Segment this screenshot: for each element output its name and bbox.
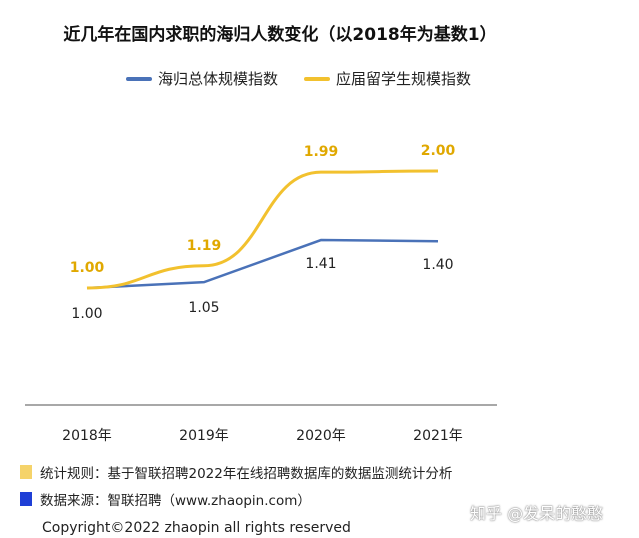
x-tick-label: 2021年 [413,428,463,444]
x-tick-label: 2020年 [296,428,346,444]
chart-title: 近几年在国内求职的海归人数变化（以2018年为基数1） [63,25,497,45]
data-label-series1: 1.00 [71,306,102,322]
note-source-marker [20,492,32,506]
legend-label-series1: 海归总体规模指数 [158,70,279,88]
data-label-series2: 2.00 [421,143,456,159]
data-label-series2: 1.00 [70,260,105,276]
note-rule-text: 统计规则：基于智联招聘2022年在线招聘数据库的数据监测统计分析 [40,466,453,482]
series-line-series1 [86,238,439,290]
data-label-series1: 1.41 [305,256,336,272]
legend-item-series1: 海归总体规模指数 [126,68,278,89]
chart-legend: 海归总体规模指数 应届留学生规模指数 [126,68,497,89]
legend-label-series2: 应届留学生规模指数 [336,70,472,88]
data-label-series1: 1.05 [188,300,219,316]
legend-swatch-series1 [126,76,152,81]
data-label-series1: 1.40 [422,257,453,273]
note-source-text: 数据来源：智联招聘（www.zhaopin.com） [40,493,311,509]
data-label-series2: 1.99 [304,144,339,160]
x-tick-label: 2018年 [62,428,112,444]
legend-item-series2: 应届留学生规模指数 [304,68,471,89]
legend-swatch-series2 [304,76,331,81]
note-rule: 统计规则：基于智联招聘2022年在线招聘数据库的数据监测统计分析 [20,462,452,482]
x-tick-label: 2019年 [179,428,229,444]
note-source: 数据来源：智联招聘（www.zhaopin.com） [20,489,311,509]
data-label-series2: 1.19 [187,238,222,254]
watermark-text: 知乎 @发呆的憨憨 [470,504,604,523]
copyright-text: Copyright©2022 zhaopin all rights reserv… [42,520,351,536]
series-line-series2 [86,169,439,290]
note-rule-marker [20,465,32,479]
